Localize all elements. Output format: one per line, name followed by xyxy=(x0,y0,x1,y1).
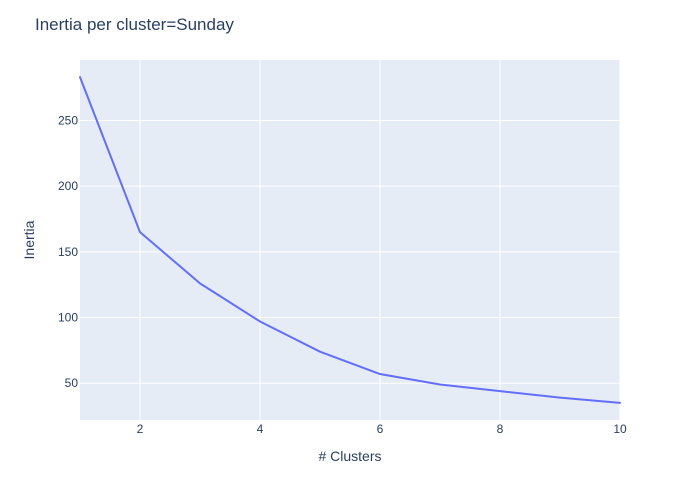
x-axis-title: # Clusters xyxy=(318,448,381,464)
x-tick-label: 2 xyxy=(137,422,144,436)
series-layer xyxy=(79,76,621,404)
y-tick-label: 50 xyxy=(65,376,79,390)
y-tick-labels: 50 100 150 200 250 xyxy=(58,113,78,390)
y-tick-label: 250 xyxy=(58,113,78,127)
y-gridlines xyxy=(80,119,620,384)
x-tick-label: 10 xyxy=(613,422,627,436)
x-tick-labels: 2 4 6 8 10 xyxy=(137,422,627,436)
x-tick-label: 6 xyxy=(377,422,384,436)
y-axis-title: Inertia xyxy=(21,220,37,259)
y-tick-label: 150 xyxy=(58,245,78,259)
series-line xyxy=(79,76,621,404)
y-tick-label: 200 xyxy=(58,179,78,193)
y-tick-label: 100 xyxy=(58,311,78,325)
x-tick-label: 8 xyxy=(497,422,504,436)
x-tick-label: 4 xyxy=(257,422,264,436)
chart-title: Inertia per cluster=Sunday xyxy=(35,15,234,34)
plot-area xyxy=(80,60,620,420)
